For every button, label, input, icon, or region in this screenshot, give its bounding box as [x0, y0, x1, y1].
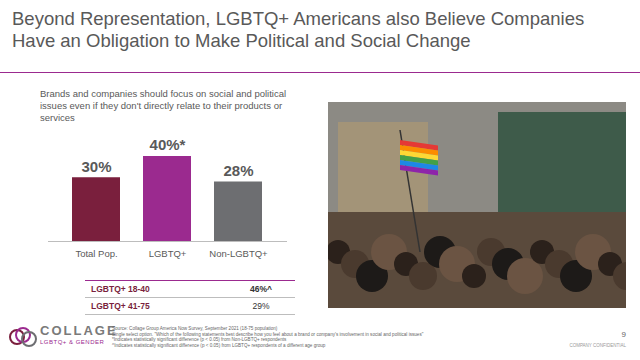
html-text:Source: Collage Group America: Source: Collage Group America Now Survey… — [112, 326, 278, 331]
svg-text:28%: 28% — [223, 162, 253, 179]
html-text:46%^: 46%^ — [250, 284, 272, 294]
html-text:LGBTQ+ & GENDER: LGBTQ+ & GENDER — [40, 339, 105, 345]
html-text:LGBTQ+ 41-75: LGBTQ+ 41-75 — [91, 301, 150, 311]
html-text:COLLAGE: COLLAGE — [40, 323, 118, 338]
svg-text:Non-LGBTQ+: Non-LGBTQ+ — [209, 248, 268, 259]
svg-text:Total Pop.: Total Pop. — [75, 248, 117, 259]
html-text:Brands and companies should fo: Brands and companies should focus on soc… — [40, 88, 287, 123]
html-text:^Indicates statistically signi: ^Indicates statistically significant dif… — [112, 342, 326, 348]
html-text:LGBTQ+ 18-40: LGBTQ+ 18-40 — [91, 284, 150, 294]
svg-text:30%: 30% — [81, 158, 111, 175]
html-text:29%: 29% — [252, 301, 270, 311]
html-text:Beyond Representation, LGBTQ+: Beyond Representation, LGBTQ+ Americans … — [12, 8, 585, 51]
html-text:9: 9 — [621, 330, 626, 339]
svg-text:40%*: 40%* — [150, 136, 186, 153]
html-text:*Indicates statistically signi: *Indicates statistically significant dif… — [112, 337, 287, 343]
svg-text:LGBTQ+: LGBTQ+ — [149, 248, 187, 259]
html-text:COMPANY CONFIDENTIAL: COMPANY CONFIDENTIAL — [569, 343, 626, 348]
html-text:Single select option. "Which o: Single select option. "Which of the foll… — [112, 331, 424, 337]
